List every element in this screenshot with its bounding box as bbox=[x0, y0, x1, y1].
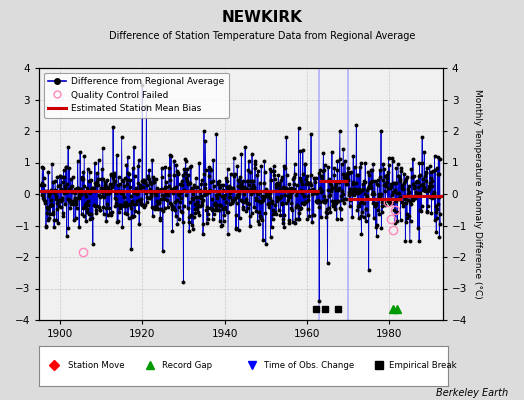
Text: Difference of Station Temperature Data from Regional Average: Difference of Station Temperature Data f… bbox=[109, 31, 415, 41]
Text: Berkeley Earth: Berkeley Earth bbox=[436, 388, 508, 398]
Text: Empirical Break: Empirical Break bbox=[389, 361, 456, 370]
Text: Station Move: Station Move bbox=[68, 361, 125, 370]
Text: Record Gap: Record Gap bbox=[162, 361, 212, 370]
Legend: Difference from Regional Average, Quality Control Failed, Estimated Station Mean: Difference from Regional Average, Qualit… bbox=[44, 72, 228, 118]
Text: NEWKIRK: NEWKIRK bbox=[222, 10, 302, 26]
Y-axis label: Monthly Temperature Anomaly Difference (°C): Monthly Temperature Anomaly Difference (… bbox=[473, 89, 482, 299]
Text: Time of Obs. Change: Time of Obs. Change bbox=[264, 361, 354, 370]
